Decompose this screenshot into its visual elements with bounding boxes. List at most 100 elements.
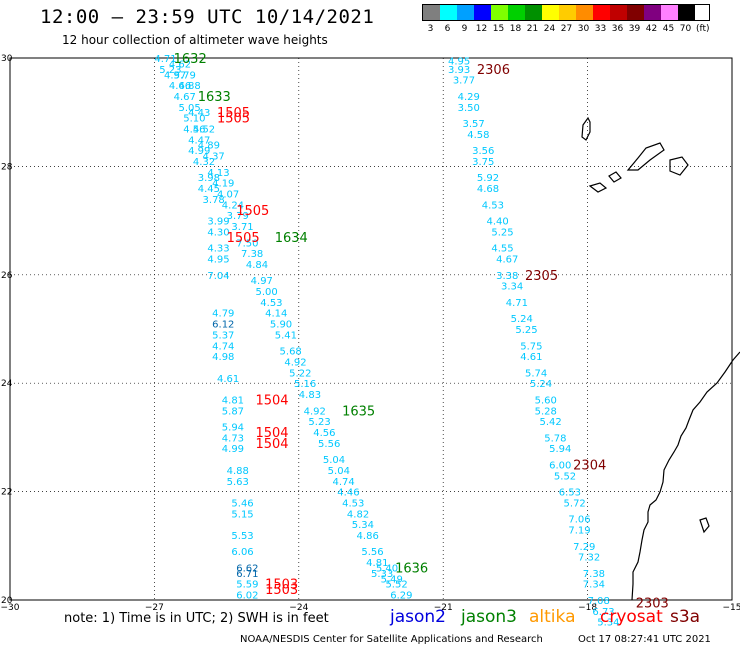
page-title: 12:00 – 23:59 UTC 10/14/2021 xyxy=(40,6,375,28)
wave-height-value: 4.47 xyxy=(188,135,210,146)
map-frame xyxy=(9,57,733,601)
wave-height-value: 4.19 xyxy=(212,179,234,190)
wave-height-value: 4.79 xyxy=(212,309,234,320)
wave-height-value: 4.82 xyxy=(347,509,369,520)
wave-height-value: 4.37 xyxy=(203,152,225,163)
tenerife-island-shape xyxy=(626,142,665,171)
credit-line: NOAA/NESDIS Center for Satellite Applica… xyxy=(240,634,543,645)
pass-time-label: 1632 xyxy=(174,52,207,67)
longitude-tick-label: −27 xyxy=(145,603,164,613)
legend-label: 9 xyxy=(461,24,468,34)
wave-height-value: 4.52 xyxy=(193,124,215,135)
gran-canaria-island-shape xyxy=(669,156,689,176)
wave-height-value: 4.13 xyxy=(207,168,229,179)
wave-height-value: 4.95 xyxy=(448,57,470,68)
wave-height-value: 5.10 xyxy=(183,114,205,125)
la-gomera-island-shape xyxy=(608,171,622,183)
wave-height-value: 4.88 xyxy=(227,466,249,477)
wave-height-value: 5.42 xyxy=(539,417,561,428)
legend-swatch xyxy=(474,5,491,20)
longitude-tick-label: −21 xyxy=(434,603,453,613)
legend-swatch xyxy=(593,5,610,20)
legend-swatch xyxy=(559,5,576,20)
legend-swatch xyxy=(508,5,525,20)
wave-height-value: 5.53 xyxy=(231,531,253,542)
wave-height-value: 5.33 xyxy=(371,569,393,580)
wave-height-value: 5.94 xyxy=(222,423,244,434)
wave-height-value: 4.55 xyxy=(491,244,513,255)
pass-time-label: 1504 xyxy=(255,393,288,408)
pass-time-label: 1635 xyxy=(342,404,375,419)
wave-height-value: 5.41 xyxy=(275,330,297,341)
wave-height-value: 6.53 xyxy=(559,488,581,499)
african-coastline xyxy=(631,351,740,601)
satellite-legend-s3a: s3a xyxy=(670,607,701,627)
wave-height-value: 6.00 xyxy=(549,461,571,472)
legend-label: 15 xyxy=(492,24,505,34)
wave-height-value: 3.75 xyxy=(472,157,494,168)
wave-height-value: 6.06 xyxy=(231,547,253,558)
pass-time-label: 2305 xyxy=(525,269,558,284)
wave-height-value: 5.04 xyxy=(328,466,350,477)
wave-height-value: 4.74 xyxy=(212,341,234,352)
legend-label: 21 xyxy=(526,24,539,34)
legend-swatch xyxy=(423,5,440,20)
wave-height-value: 5.24 xyxy=(511,314,533,325)
latitude-tick-label: 24 xyxy=(1,379,13,389)
wave-height-value: 5.92 xyxy=(477,173,499,184)
wave-height-value: 7.38 xyxy=(241,249,263,260)
wave-height-value: 5.56 xyxy=(318,439,340,450)
wave-height-value: 5.79 xyxy=(174,70,196,81)
wave-height-value: 6.12 xyxy=(212,320,234,331)
wave-height-value: 4.98 xyxy=(212,352,234,363)
wave-height-value: 4.53 xyxy=(260,298,282,309)
wave-height-value: 4.81 xyxy=(366,558,388,569)
wave-height-value: 7.34 xyxy=(583,580,605,591)
longitude-tick-label: −15 xyxy=(723,603,740,613)
wave-height-value: 4.71 xyxy=(506,298,528,309)
legend-swatch xyxy=(440,5,457,20)
pass-time-label: 1505 xyxy=(236,204,269,219)
el-hierro-island-shape xyxy=(588,182,608,193)
wave-height-value: 5.46 xyxy=(231,498,253,509)
pass-time-label: 2306 xyxy=(477,63,510,78)
legend-unit: (ft) xyxy=(696,24,710,34)
wave-height-value: 3.98 xyxy=(198,173,220,184)
wave-height-value: 4.40 xyxy=(487,217,509,228)
legend-swatch xyxy=(678,5,695,20)
wave-height-value: 4.99 xyxy=(222,444,244,455)
legend-swatch xyxy=(525,5,542,20)
wave-height-value: 5.24 xyxy=(530,379,552,390)
wave-height-value: 4.66 xyxy=(169,81,191,92)
wave-height-value: 5.04 xyxy=(323,455,345,466)
color-legend: 3 6 9 12 15 18 21 24 27 30 33 36 39 42 45 70 (ft) xyxy=(422,4,710,34)
legend-swatch xyxy=(542,5,559,20)
satellite-legend-altika: altika xyxy=(529,607,576,627)
wave-height-value: 4.81 xyxy=(222,395,244,406)
wave-height-value: 4.68 xyxy=(477,184,499,195)
wave-height-value: 4.95 xyxy=(207,255,229,266)
legend-label: 39 xyxy=(628,24,641,34)
wave-height-value: 4.84 xyxy=(246,260,268,271)
wave-height-value: 4.61 xyxy=(217,374,239,385)
wave-height-value: 7.38 xyxy=(583,569,605,580)
latitude-tick-label: 26 xyxy=(1,271,13,281)
wave-height-value: 4.45 xyxy=(198,184,220,195)
wave-height-value: 3.99 xyxy=(207,217,229,228)
page-subtitle: 12 hour collection of altimeter wave hei… xyxy=(62,33,328,47)
legend-label: 42 xyxy=(645,24,658,34)
legend-swatch xyxy=(576,5,593,20)
satellite-legend-cryosat: cryosat xyxy=(600,607,663,627)
wave-height-value: 4.33 xyxy=(207,244,229,255)
wave-height-value: 6.29 xyxy=(390,591,412,602)
latitude-tick-label: 30 xyxy=(1,54,13,64)
wave-height-value: 4.30 xyxy=(207,227,229,238)
wave-height-value: 3.77 xyxy=(453,76,475,87)
wave-height-value: 6.73 xyxy=(592,607,614,618)
wave-height-value: 4.61 xyxy=(520,352,542,363)
pass-time-label: 1636 xyxy=(395,561,428,576)
legend-label: 33 xyxy=(594,24,607,34)
satellite-legend-jason3: jason3 xyxy=(461,607,517,627)
wave-height-value: 5.52 xyxy=(554,471,576,482)
